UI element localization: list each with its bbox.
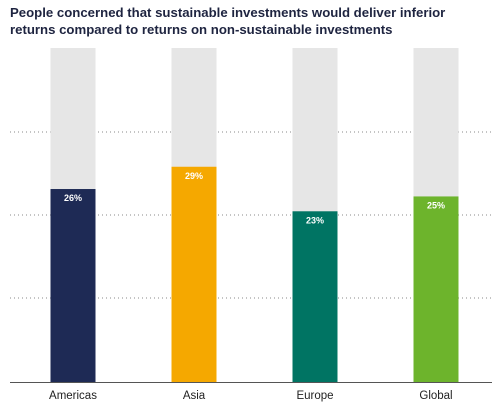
bar-asia bbox=[171, 166, 217, 382]
bar-europe bbox=[292, 211, 338, 382]
x-tick-label: Americas bbox=[49, 390, 97, 402]
labels: 26% Americas 29% Asia 23% Europe 25% Global bbox=[49, 171, 453, 402]
x-tick-label: Global bbox=[419, 390, 452, 402]
bar-value-label: 23% bbox=[306, 215, 324, 225]
chart-title: People concerned that sustainable invest… bbox=[10, 5, 446, 37]
bar-americas bbox=[50, 189, 96, 382]
bar-value-label: 29% bbox=[185, 171, 203, 181]
bar-value-label: 25% bbox=[427, 200, 445, 210]
x-tick-label: Asia bbox=[183, 390, 206, 402]
bar-global bbox=[413, 196, 459, 382]
x-tick-label: Europe bbox=[296, 390, 333, 402]
bar-value-label: 26% bbox=[64, 193, 82, 203]
bars bbox=[50, 48, 459, 382]
